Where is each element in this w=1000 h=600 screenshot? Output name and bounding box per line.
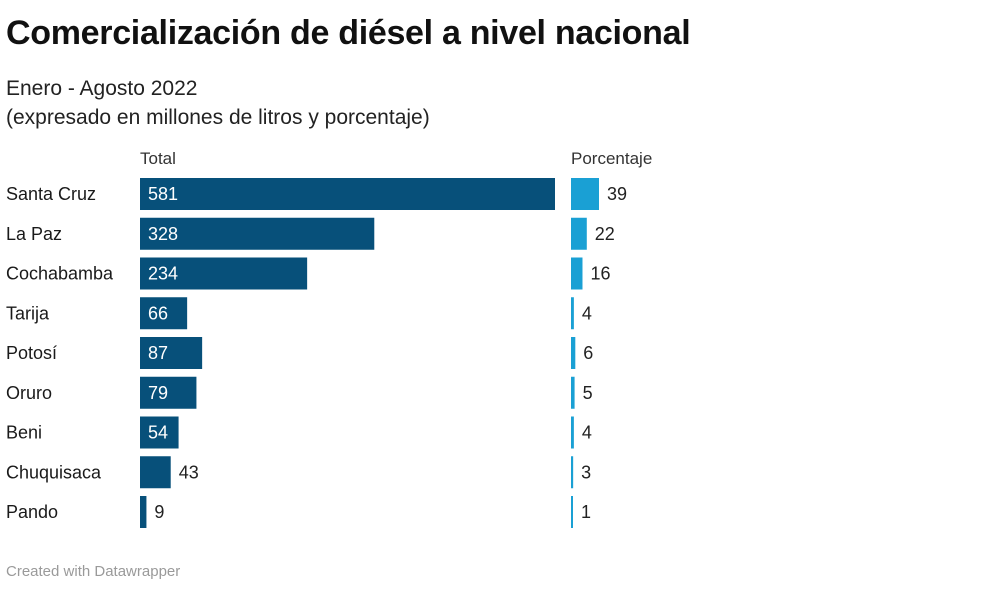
category-label-pando: Pando — [6, 502, 58, 522]
total-value-label-beni: 54 — [148, 423, 168, 443]
column-header-total: Total — [140, 149, 176, 168]
chart-subtitle: Enero - Agosto 2022 (expresado en millon… — [6, 74, 430, 132]
pct-value-label-cochabamba: 16 — [590, 264, 610, 284]
pct-bar-cochabamba — [571, 257, 583, 290]
total-value-label-la-paz: 328 — [148, 224, 178, 244]
total-bar-oruro — [140, 376, 197, 409]
column-header-porcentaje: Porcentaje — [571, 149, 653, 168]
pct-bar-tarija — [571, 297, 574, 330]
pct-bar-chuquisaca — [571, 456, 574, 489]
pct-bar-pando — [571, 496, 573, 528]
total-bar-beni — [140, 416, 179, 449]
total-bar-santa-cruz — [140, 178, 555, 210]
category-label-tarija: Tarija — [6, 303, 50, 323]
category-label-chuquisaca: Chuquisaca — [6, 462, 102, 482]
pct-value-label-tarija: 4 — [582, 303, 592, 323]
category-label-santa-cruz: Santa Cruz — [6, 184, 96, 204]
pct-value-label-potosi: 6 — [583, 343, 593, 363]
pct-bar-beni — [571, 416, 574, 449]
total-bar-chuquisaca — [140, 456, 171, 489]
pct-value-label-oruro: 5 — [583, 383, 593, 403]
pct-value-label-beni: 4 — [582, 423, 592, 443]
pct-value-label-chuquisaca: 3 — [581, 462, 591, 482]
category-label-la-paz: La Paz — [6, 224, 62, 244]
total-value-label-cochabamba: 234 — [148, 264, 178, 284]
total-value-label-santa-cruz: 581 — [148, 184, 178, 204]
total-bar-la-paz — [140, 217, 375, 250]
total-bar-pando — [140, 496, 147, 528]
pct-bar-la-paz — [571, 217, 587, 250]
subtitle-period: Enero - Agosto 2022 — [6, 77, 198, 100]
pct-value-label-la-paz: 22 — [595, 224, 615, 244]
pct-value-label-pando: 1 — [581, 502, 591, 522]
total-value-label-chuquisaca: 43 — [179, 462, 199, 482]
total-value-label-pando: 9 — [154, 502, 164, 522]
total-bar-tarija — [140, 297, 188, 330]
pct-bar-potosi — [571, 337, 576, 369]
subtitle-units: (expresado en millones de litros y porce… — [6, 106, 430, 129]
category-label-beni: Beni — [6, 423, 42, 443]
category-label-potosi: Potosí — [6, 343, 57, 363]
category-label-oruro: Oruro — [6, 383, 52, 403]
pct-bar-santa-cruz — [571, 178, 599, 210]
total-value-label-potosi: 87 — [148, 343, 168, 363]
total-value-label-tarija: 66 — [148, 303, 168, 323]
total-bar-cochabamba — [140, 257, 308, 290]
total-bar-potosi — [140, 337, 203, 369]
pct-value-label-santa-cruz: 39 — [607, 184, 627, 204]
category-label-cochabamba: Cochabamba — [6, 264, 114, 284]
total-value-label-oruro: 79 — [148, 383, 168, 403]
footer-credit: Created with Datawrapper — [6, 563, 181, 580]
pct-bar-oruro — [571, 376, 575, 409]
chart-title: Comercialización de diésel a nivel nacio… — [6, 14, 691, 52]
